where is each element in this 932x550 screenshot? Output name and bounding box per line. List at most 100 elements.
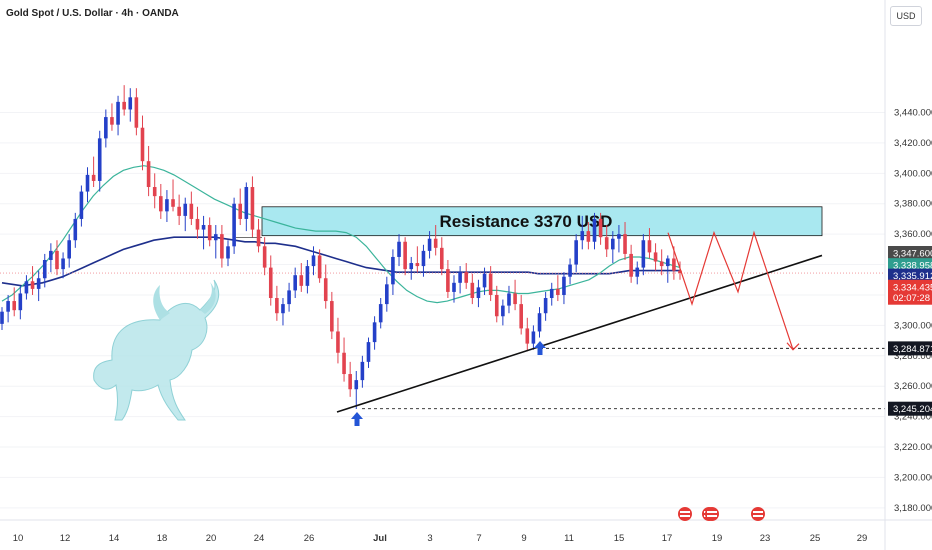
y-tick-label: 3,440.000 xyxy=(894,108,932,119)
event-circle xyxy=(705,507,719,521)
candle-body xyxy=(623,234,627,254)
candle xyxy=(177,194,181,226)
candle-body xyxy=(268,267,273,299)
candle xyxy=(470,273,475,305)
candle xyxy=(519,294,523,335)
up-arrow-2 xyxy=(534,341,546,355)
candle-body xyxy=(519,304,523,329)
x-tick-label: 19 xyxy=(712,533,723,544)
x-tick-label: 14 xyxy=(109,533,120,544)
candle-body xyxy=(366,342,371,362)
candle-body xyxy=(293,275,297,291)
price-label-text: 3,245.204 xyxy=(893,404,932,415)
candle xyxy=(556,275,560,302)
candle-body xyxy=(122,101,126,110)
candle xyxy=(134,88,139,136)
y-tick-label: 3,180.000 xyxy=(894,503,932,514)
candle xyxy=(244,182,249,232)
candle-body xyxy=(85,174,90,192)
price-label-bg xyxy=(888,290,932,305)
candle-body xyxy=(226,246,230,259)
candle xyxy=(421,244,426,277)
candle xyxy=(415,246,420,273)
candle xyxy=(549,282,554,306)
candle xyxy=(507,285,511,314)
candle xyxy=(226,240,230,267)
candle-body xyxy=(385,284,389,305)
price-label-text: 02:07:28 xyxy=(893,293,930,304)
candle xyxy=(433,225,438,256)
candle-body xyxy=(287,290,291,305)
candle-body xyxy=(537,313,542,332)
candle xyxy=(262,237,267,276)
candle xyxy=(439,237,444,276)
price-label: 3,284.871 xyxy=(888,341,932,356)
us-flag-event-icon xyxy=(751,507,765,521)
candle-body xyxy=(152,187,157,197)
candle xyxy=(348,361,352,397)
candle-body xyxy=(549,288,554,299)
projection-arrowhead xyxy=(786,342,800,351)
candle xyxy=(293,267,297,299)
candle-body xyxy=(159,196,163,212)
y-tick-label: 3,400.000 xyxy=(894,168,932,179)
candle xyxy=(464,263,469,289)
x-tick-label: 15 xyxy=(614,533,625,544)
price-label: 3,245.204 xyxy=(888,401,932,416)
candle xyxy=(146,145,151,197)
event-stripe xyxy=(707,511,717,513)
candle xyxy=(378,298,383,329)
price-axis[interactable]: 3,180.000 3,200.000 3,220.000 3,240.000 3,26… xyxy=(884,0,932,550)
candle-body xyxy=(18,293,23,311)
candle xyxy=(122,85,126,116)
candle xyxy=(653,243,658,271)
candle-body xyxy=(281,304,285,314)
candle xyxy=(0,307,4,330)
candle-body xyxy=(501,305,505,317)
candle-body xyxy=(116,101,120,125)
time-axis[interactable]: 10 12 14 18 20 24 26 Jul 3 7 9 11 15 17 19 23 25 29 xyxy=(0,519,932,544)
candle-body xyxy=(91,174,96,181)
candle xyxy=(128,88,133,122)
candle-body xyxy=(348,374,352,390)
candle xyxy=(6,294,10,323)
candle xyxy=(311,246,316,276)
ema-fast-line xyxy=(1,165,681,304)
candle xyxy=(452,275,456,303)
price-label-text: 3,334.435 xyxy=(893,282,932,293)
candle-body xyxy=(311,255,316,267)
candle-body xyxy=(458,272,462,283)
candle xyxy=(611,231,615,264)
candle xyxy=(42,253,47,288)
candle-body xyxy=(488,273,493,295)
us-flag-event-icon xyxy=(678,507,692,521)
candle-body xyxy=(128,97,133,110)
currency-button[interactable]: USD xyxy=(890,6,922,26)
candle-body xyxy=(543,298,548,314)
candle-body xyxy=(672,258,676,271)
candle-body xyxy=(177,206,181,216)
candle-body xyxy=(30,281,35,289)
candle-body xyxy=(262,246,267,268)
candle-body xyxy=(79,191,84,219)
candle-body xyxy=(55,250,59,270)
candle xyxy=(85,167,90,203)
candle-body xyxy=(299,275,304,286)
candle xyxy=(482,267,487,295)
moving-averages xyxy=(0,165,885,304)
x-tick-label: 7 xyxy=(476,533,481,544)
resistance-label: Resistance 3370 USD xyxy=(440,212,613,231)
candle-body xyxy=(617,234,621,239)
candle xyxy=(665,255,670,283)
x-tick-label: 26 xyxy=(304,533,315,544)
bull-horn-left xyxy=(153,285,170,320)
candle-body xyxy=(238,203,243,219)
candle xyxy=(403,237,407,276)
candle xyxy=(91,156,96,188)
resistance-rect xyxy=(261,206,823,237)
candle-body xyxy=(220,234,224,259)
candle-body xyxy=(275,298,279,314)
candle-body xyxy=(24,281,29,294)
candle-body xyxy=(354,380,359,390)
